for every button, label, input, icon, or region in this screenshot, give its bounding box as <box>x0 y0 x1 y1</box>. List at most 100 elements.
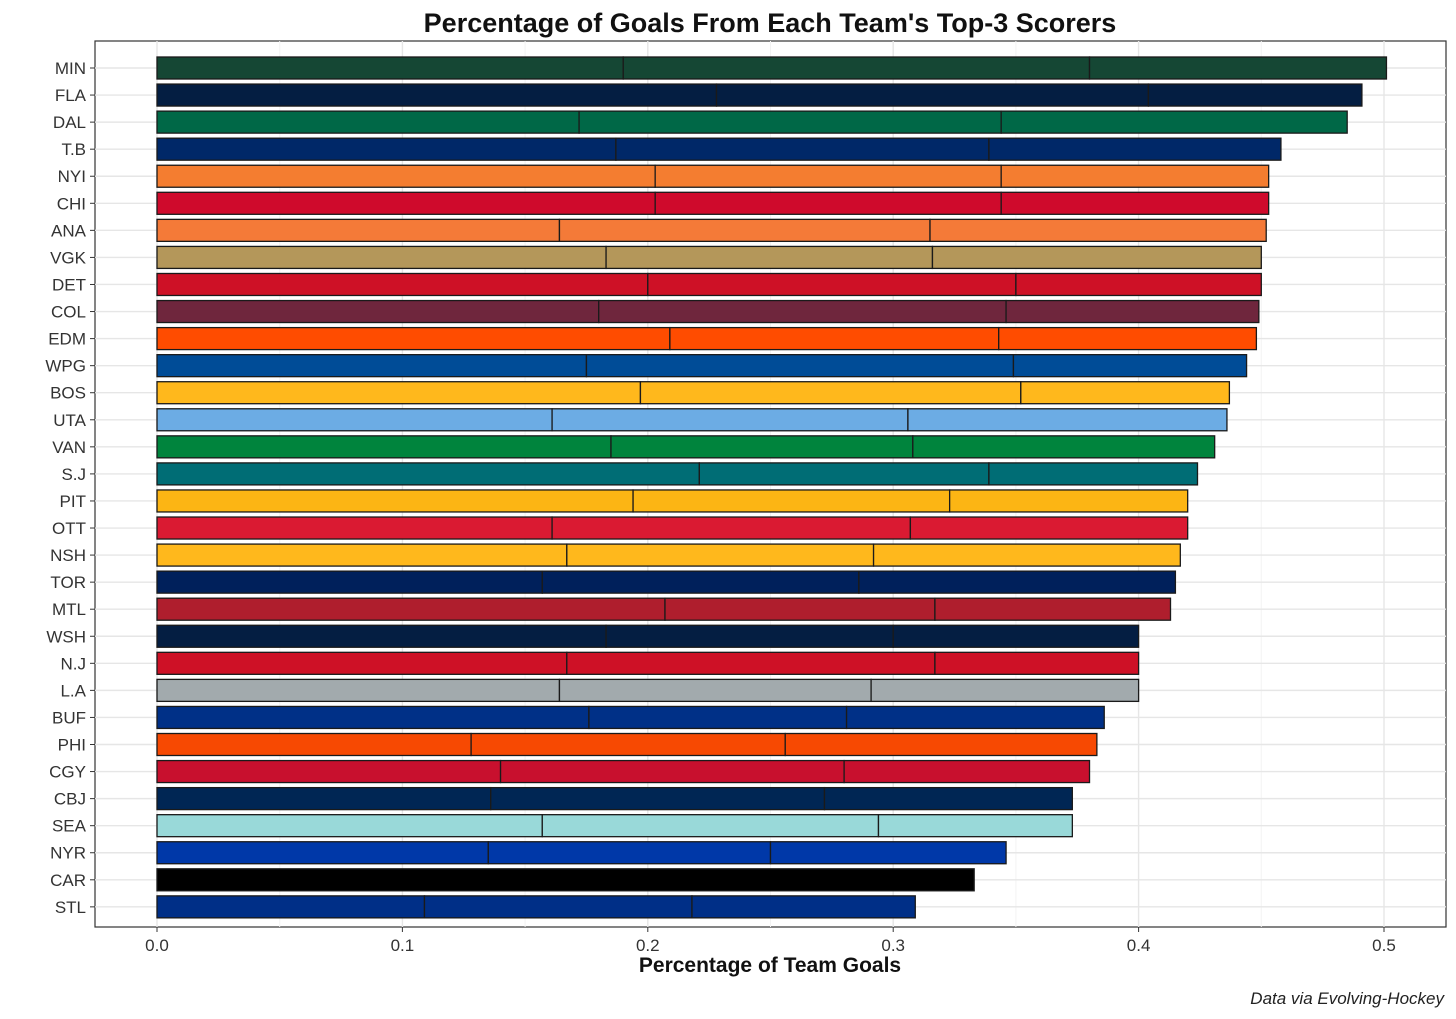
chart-title: Percentage of Goals From Each Team's Top… <box>424 8 1117 38</box>
bar-segment <box>669 326 1000 351</box>
bar-group-cbj <box>156 786 1073 811</box>
bar-segment <box>691 895 916 919</box>
bar-segment <box>934 597 1172 621</box>
bar-segment <box>156 381 642 405</box>
y-tick-label: VGK <box>50 248 87 267</box>
y-tick-label: L.A <box>60 681 86 700</box>
bar-segment <box>156 895 426 919</box>
bar-segment <box>156 624 607 648</box>
bar-group-wpg <box>156 354 1248 378</box>
bar-segment <box>558 218 931 243</box>
bar-segment <box>872 543 1181 567</box>
bar-segment <box>487 841 772 865</box>
y-tick-label: NSH <box>50 546 86 565</box>
bar-segment <box>858 570 1177 594</box>
bar-group-stl <box>156 895 916 919</box>
bar-group-phi <box>156 732 1098 757</box>
bar-segment <box>156 245 607 270</box>
bar-group-nsh <box>156 543 1181 567</box>
bar-segment <box>156 678 561 703</box>
bar-segment <box>156 164 656 188</box>
bar-segment <box>156 543 568 567</box>
y-tick-label: EDM <box>48 330 86 349</box>
bar-segment <box>654 191 1002 215</box>
bar-segment <box>566 651 936 675</box>
bar-segment <box>156 191 656 215</box>
bar-segment <box>541 814 880 838</box>
bar-segment <box>156 732 472 757</box>
bar-segment <box>843 759 1091 784</box>
x-tick-label: 0.4 <box>1127 936 1151 955</box>
bar-segment <box>156 462 700 486</box>
bar-segment <box>578 110 1002 134</box>
bar-segment <box>499 759 845 784</box>
bar-group-van <box>156 435 1216 459</box>
bar-segment <box>156 651 568 675</box>
bar-segment <box>156 110 580 134</box>
bar-group-ott <box>156 516 1189 540</box>
bar-segment <box>639 381 1022 405</box>
bar-group-bos <box>156 381 1231 405</box>
bar-group-la <box>156 678 1140 703</box>
bar-segment <box>490 786 826 811</box>
bar-segment <box>551 516 912 540</box>
y-tick-label: T.B <box>61 140 86 159</box>
bar-segment <box>647 272 1017 297</box>
bar-segment <box>588 705 848 730</box>
bar-segment <box>823 786 1073 811</box>
bar-segment <box>1020 381 1231 405</box>
bar-segment <box>615 137 990 161</box>
bar-segment <box>1000 191 1270 215</box>
x-tick-label: 0.0 <box>145 936 169 955</box>
bar-segment <box>156 597 666 621</box>
bar-group-ana <box>156 218 1267 243</box>
y-tick-label: PIT <box>60 492 86 511</box>
bar-segment <box>988 462 1199 486</box>
bar-segment <box>156 705 590 730</box>
bar-segment <box>698 462 990 486</box>
y-tick-label: VAN <box>52 438 86 457</box>
bar-segment <box>664 597 936 621</box>
bar-segment <box>585 354 1015 378</box>
bar-segment <box>769 841 1007 865</box>
bar-segment <box>605 245 934 270</box>
bar-segment <box>632 489 951 513</box>
x-axis-title: Percentage of Team Goals <box>639 954 901 977</box>
bar-group-nyi <box>156 164 1270 188</box>
bar-group-tb <box>156 137 1282 161</box>
y-tick-label: NYI <box>58 167 86 186</box>
bar-segment <box>1000 164 1270 188</box>
bar-segment <box>1147 83 1363 107</box>
y-tick-label: STL <box>55 898 86 917</box>
bar-segment <box>610 435 914 459</box>
y-tick-label: CHI <box>57 194 86 213</box>
bar-segment <box>156 841 489 865</box>
bar-group-tor <box>156 570 1177 594</box>
bar-segment <box>566 543 875 567</box>
y-tick-label: UTA <box>53 411 86 430</box>
bar-segment <box>156 408 553 432</box>
bar-segment <box>551 408 909 432</box>
y-tick-label: S.J <box>61 465 86 484</box>
bar-group-nyr <box>156 841 1007 865</box>
bar-group-sea <box>156 814 1073 838</box>
bar-segment <box>470 732 786 757</box>
bar-group-min <box>156 56 1388 80</box>
bar-segment <box>622 56 1091 80</box>
bar-segment <box>1000 110 1348 134</box>
y-tick-label: TOR <box>50 573 86 592</box>
bar-segment <box>715 83 1150 107</box>
bar-segment <box>907 408 1228 432</box>
y-tick-label: FLA <box>55 86 87 105</box>
bar-segment <box>988 137 1282 161</box>
bar-segment <box>598 299 1007 324</box>
bar-segment <box>870 678 1140 703</box>
bar-segment <box>877 814 1073 838</box>
bar-segment <box>156 814 543 838</box>
bar-segment <box>156 489 634 513</box>
bar-segment <box>1005 299 1260 324</box>
bar-segment <box>156 218 561 243</box>
bar-segment <box>1012 354 1248 378</box>
bar-segment <box>156 83 718 107</box>
